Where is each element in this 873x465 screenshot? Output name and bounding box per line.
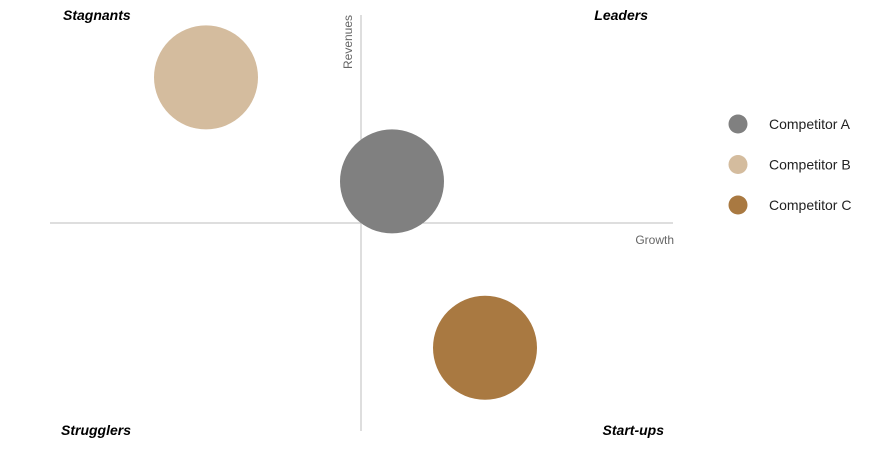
bubble-layer	[154, 25, 537, 400]
quadrant-label-top-left: Stagnants	[63, 7, 131, 23]
quadrant-label-bottom-right: Start-ups	[603, 422, 665, 438]
legend-marker-competitor-b	[728, 155, 748, 174]
legend-label-competitor-b: Competitor B	[769, 157, 851, 173]
legend: Competitor A Competitor B Competitor C	[728, 114, 851, 215]
quadrant-label-top-right: Leaders	[594, 7, 648, 23]
x-axis-label: Growth	[635, 233, 674, 247]
legend-label-competitor-a: Competitor A	[769, 116, 851, 132]
quadrant-label-bottom-left: Strugglers	[61, 422, 131, 438]
legend-marker-competitor-a	[728, 114, 748, 134]
bubble-competitor-c[interactable]	[433, 295, 537, 400]
legend-marker-competitor-c	[728, 195, 748, 215]
bubble-competitor-b[interactable]	[154, 25, 258, 130]
y-axis-label: Revenues	[341, 15, 355, 69]
bubble-competitor-a[interactable]	[340, 129, 444, 234]
legend-label-competitor-c: Competitor C	[769, 197, 851, 213]
